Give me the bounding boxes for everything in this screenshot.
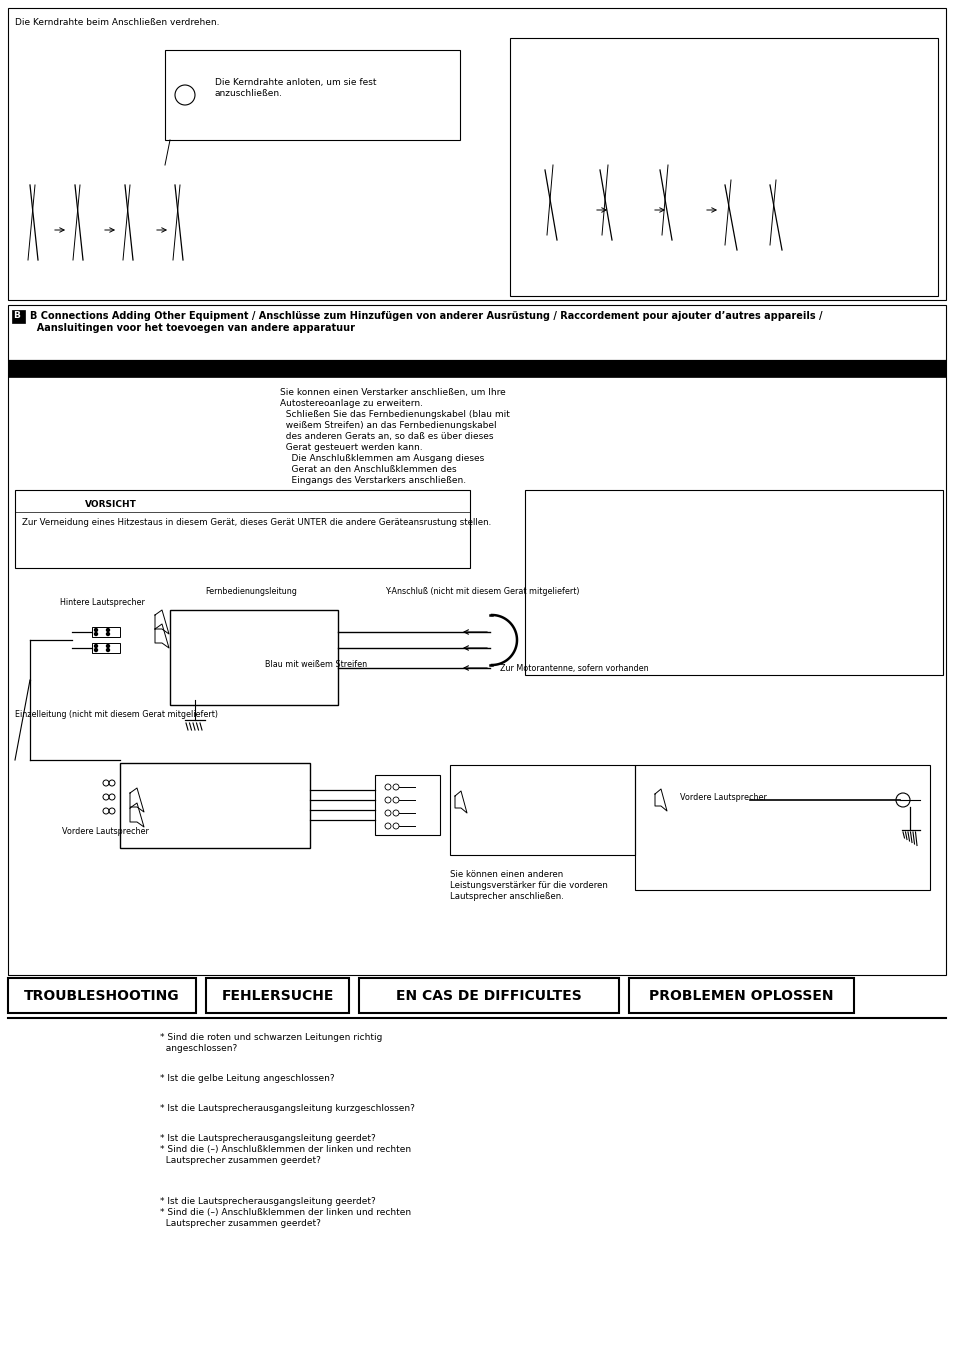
Bar: [358, 977, 618, 1012]
Circle shape: [107, 629, 110, 632]
Text: TROUBLESHOOTING: TROUBLESHOOTING: [24, 988, 179, 1003]
Circle shape: [94, 629, 97, 632]
Bar: [15, 490, 470, 568]
Text: Y-Anschluß (nicht mit diesem Gerat mitgeliefert): Y-Anschluß (nicht mit diesem Gerat mitge…: [385, 587, 578, 595]
Text: Eingangs des Verstarkers anschließen.: Eingangs des Verstarkers anschließen.: [280, 477, 466, 485]
Bar: [8, 977, 195, 1012]
Bar: [450, 765, 635, 855]
Text: EN CAS DE DIFFICULTES: EN CAS DE DIFFICULTES: [395, 988, 581, 1003]
Circle shape: [107, 633, 110, 636]
Text: Hintere Lautsprecher: Hintere Lautsprecher: [60, 598, 145, 608]
Text: * Ist die Lautsprecherausgangsleitung geerdet?: * Ist die Lautsprecherausgangsleitung ge…: [160, 1197, 375, 1206]
Text: * Sind die (–) Anschlußklemmen der linken und rechten: * Sind die (–) Anschlußklemmen der linke…: [160, 1208, 411, 1216]
Text: Lautsprecher zusammen geerdet?: Lautsprecher zusammen geerdet?: [160, 1156, 320, 1165]
Text: des anderen Gerats an, so daß es über dieses: des anderen Gerats an, so daß es über di…: [280, 432, 493, 441]
Text: Blau mit weißem Streifen: Blau mit weißem Streifen: [265, 660, 367, 670]
Bar: [524, 490, 942, 675]
Text: Gerat an den Anschlußklemmen des: Gerat an den Anschlußklemmen des: [280, 464, 456, 474]
Text: Die Kerndrahte beim Anschließen verdrehen.: Die Kerndrahte beim Anschließen verdrehe…: [15, 18, 219, 27]
Text: Zur Verneidung eines Hitzestaus in diesem Gerät, dieses Gerät UNTER die andere G: Zur Verneidung eines Hitzestaus in diese…: [22, 518, 491, 526]
Text: angeschlossen?: angeschlossen?: [160, 1044, 237, 1053]
Circle shape: [94, 644, 97, 648]
Text: B Connections Adding Other Equipment / Anschlüsse zum Hinzufügen von anderer Aus: B Connections Adding Other Equipment / A…: [30, 310, 821, 321]
Text: FEHLERSUCHE: FEHLERSUCHE: [221, 988, 334, 1003]
Bar: [635, 765, 929, 890]
Text: Die Anschlußklemmen am Ausgang dieses: Die Anschlußklemmen am Ausgang dieses: [280, 454, 484, 463]
Bar: [120, 763, 310, 848]
Bar: [628, 977, 853, 1012]
Text: weißem Streifen) an das Fernbedienungskabel: weißem Streifen) an das Fernbedienungska…: [280, 421, 497, 431]
Bar: [165, 50, 459, 140]
Text: Lautsprecher zusammen geerdet?: Lautsprecher zusammen geerdet?: [160, 1219, 320, 1228]
Bar: [206, 977, 349, 1012]
Text: PROBLEMEN OPLOSSEN: PROBLEMEN OPLOSSEN: [649, 988, 833, 1003]
Bar: [91, 643, 120, 653]
Bar: [8, 360, 945, 377]
Bar: [510, 38, 937, 296]
Text: Die Kerndrahte anloten, um sie fest
anzuschließen.: Die Kerndrahte anloten, um sie fest anzu…: [214, 78, 376, 99]
Text: Fernbedienungsleitung: Fernbedienungsleitung: [205, 587, 296, 595]
Bar: [12, 310, 25, 323]
Text: Aansluitingen voor het toevoegen van andere apparatuur: Aansluitingen voor het toevoegen van and…: [30, 323, 355, 333]
Bar: [8, 305, 945, 360]
Text: Sie konnen einen Verstarker anschließen, um Ihre: Sie konnen einen Verstarker anschließen,…: [280, 387, 505, 397]
Circle shape: [107, 644, 110, 648]
Circle shape: [107, 648, 110, 652]
Bar: [91, 626, 120, 637]
Text: Vordere Lautsprecher: Vordere Lautsprecher: [679, 792, 766, 802]
Circle shape: [94, 648, 97, 652]
Text: B: B: [13, 310, 20, 320]
Bar: [8, 8, 945, 300]
Text: * Sind die (–) Anschlußklemmen der linken und rechten: * Sind die (–) Anschlußklemmen der linke…: [160, 1145, 411, 1154]
Text: Zur Motorantenne, sofern vorhanden: Zur Motorantenne, sofern vorhanden: [499, 664, 648, 674]
Text: Leistungsverstärker für die vorderen: Leistungsverstärker für die vorderen: [450, 882, 607, 890]
Text: Autostereoanlage zu erweitern.: Autostereoanlage zu erweitern.: [280, 400, 422, 408]
Text: * Ist die Lautsprecherausgangsleitung kurzgeschlossen?: * Ist die Lautsprecherausgangsleitung ku…: [160, 1104, 415, 1112]
Text: * Ist die gelbe Leitung angeschlossen?: * Ist die gelbe Leitung angeschlossen?: [160, 1075, 335, 1083]
Text: Sie können einen anderen: Sie können einen anderen: [450, 869, 562, 879]
Text: Gerat gesteuert werden kann.: Gerat gesteuert werden kann.: [280, 443, 422, 452]
Text: VORSICHT: VORSICHT: [85, 500, 136, 509]
Bar: [375, 775, 439, 836]
Text: * Ist die Lautsprecherausgangsleitung geerdet?: * Ist die Lautsprecherausgangsleitung ge…: [160, 1134, 375, 1143]
Circle shape: [94, 633, 97, 636]
Bar: [170, 610, 337, 705]
Text: Vordere Lautsprecher: Vordere Lautsprecher: [62, 828, 149, 836]
Text: Schließen Sie das Fernbedienungskabel (blau mit: Schließen Sie das Fernbedienungskabel (b…: [280, 410, 509, 418]
Text: * Sind die roten und schwarzen Leitungen richtig: * Sind die roten und schwarzen Leitungen…: [160, 1033, 382, 1042]
Text: Lautsprecher anschließen.: Lautsprecher anschließen.: [450, 892, 563, 900]
Bar: [8, 360, 945, 975]
Text: Einzelleitung (nicht mit diesem Gerat mitgeliefert): Einzelleitung (nicht mit diesem Gerat mi…: [15, 710, 218, 720]
